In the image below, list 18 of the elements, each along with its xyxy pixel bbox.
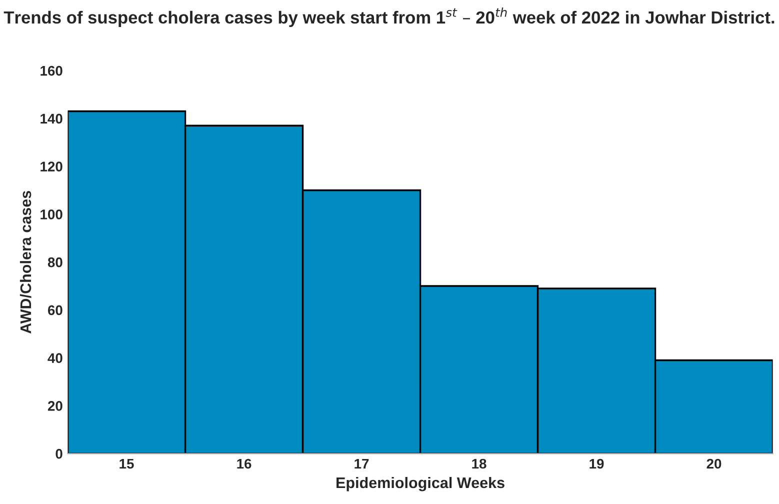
y-tick-label: 20 <box>48 401 62 411</box>
y-axis-title: AWD/Cholera cases <box>20 190 32 334</box>
x-tick-label: 18 <box>472 458 486 469</box>
x-tick-label: 19 <box>590 458 604 469</box>
x-axis-title: Epidemiological Weeks <box>336 476 504 492</box>
x-tick-label: 17 <box>354 458 369 469</box>
y-tick-label: 60 <box>48 305 62 316</box>
y-tick-label: 100 <box>40 210 62 220</box>
y-tick-label: 120 <box>40 162 62 172</box>
x-tick-label: 20 <box>706 458 722 469</box>
x-tick-label: 15 <box>120 458 134 469</box>
y-tick-label: 140 <box>40 114 62 124</box>
y-tick-label: 40 <box>48 353 62 364</box>
y-tick-label: 160 <box>40 66 62 76</box>
chart-title: Trends of suspect cholera cases by week start from 1$^{st}$ – 20$^{th}$ week of 2022 in Jowhar District. <box>4 8 774 28</box>
y-tick-label: 0 <box>56 448 62 459</box>
x-tick-label: 16 <box>237 458 252 469</box>
y-tick-label: 80 <box>48 257 62 268</box>
